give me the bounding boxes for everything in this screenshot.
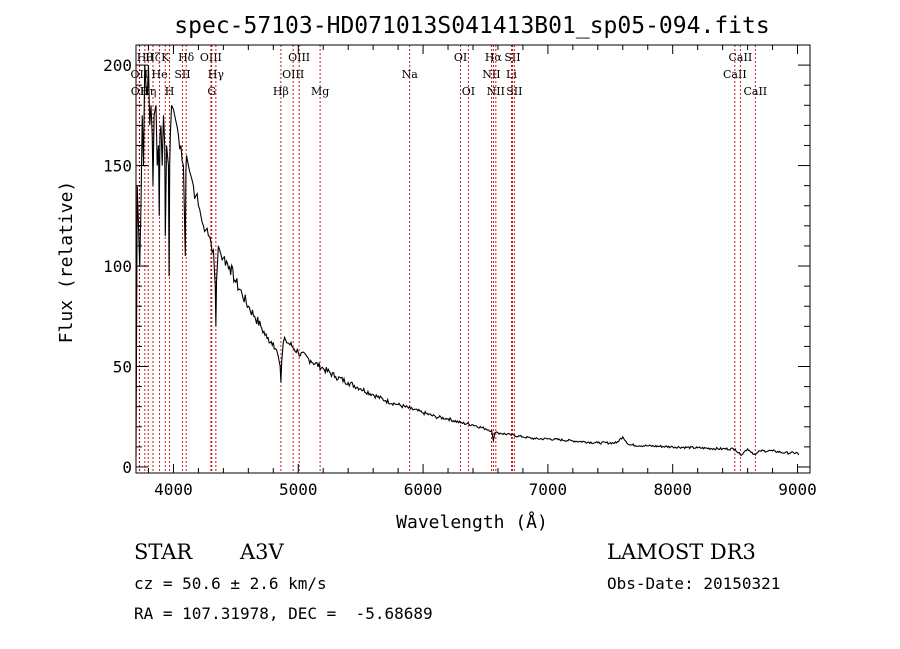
x-axis-label: Wavelength (Å) xyxy=(396,511,548,533)
y-tick-label: 100 xyxy=(103,257,132,276)
spectrum-line xyxy=(135,65,800,457)
object-class: STAR xyxy=(134,540,193,564)
spectral-line-label: Hη xyxy=(140,85,156,98)
axes: 4000 5000 6000 7000 8000 9000 0 50 100 150 200 xyxy=(103,44,817,499)
spectral-line-label: Hβ xyxy=(273,85,289,98)
redshift-cz: cz = 50.6 ± 2.6 km/s xyxy=(134,574,327,593)
spectral-line-label: OIII xyxy=(282,68,304,81)
ra-dec: RA = 107.31978, DEC = -5.68689 xyxy=(134,604,433,623)
plot-frame xyxy=(135,44,811,474)
survey-name: LAMOST DR3 xyxy=(607,540,756,564)
spectral-line-label: Hα xyxy=(485,51,503,64)
spectral-line-label: SII xyxy=(506,85,522,98)
y-tick-label: 200 xyxy=(103,56,132,75)
spectral-line-label: NII xyxy=(482,68,500,81)
object-subclass: A3V xyxy=(240,540,284,564)
spectral-line-label: Hζ xyxy=(145,51,161,64)
x-tick-label: 9000 xyxy=(778,480,817,499)
x-tick-label: 7000 xyxy=(529,480,568,499)
x-tick-label: 8000 xyxy=(653,480,692,499)
y-tick-label: 150 xyxy=(103,157,132,176)
spectral-line-label: H xyxy=(165,85,175,98)
spectral-line-label: OIII xyxy=(288,51,310,64)
spectral-line-label: Hθ xyxy=(137,51,154,64)
y-tick-label: 50 xyxy=(113,358,132,377)
spectral-line-label: OIII xyxy=(200,51,222,64)
spectral-line-label: CaII xyxy=(743,85,767,98)
spectral-line-label: Hδ xyxy=(178,51,195,64)
spectral-line-label: He xyxy=(152,68,168,81)
spectral-line-label: OI xyxy=(462,85,475,98)
spectral-line-label: G xyxy=(207,85,216,98)
spectral-line-label: Na xyxy=(402,68,419,81)
spectral-line-label: NII xyxy=(487,85,505,98)
spectral-line-label: CaII xyxy=(729,51,753,64)
chart-title: spec-57103-HD071013S041413B01_sp05-094.f… xyxy=(174,13,769,39)
spectral-line-label: OI xyxy=(454,51,467,64)
observation-date: Obs-Date: 20150321 xyxy=(607,574,781,593)
spectral-line-label: Hγ xyxy=(208,68,225,81)
x-tick-label: 5000 xyxy=(279,480,318,499)
y-tick-label: 0 xyxy=(122,458,132,477)
spectral-line-label: SII xyxy=(504,51,520,64)
spectral-line-label: SII xyxy=(174,68,190,81)
x-tick-label: 6000 xyxy=(404,480,443,499)
spectral-line-label: K xyxy=(161,51,170,64)
y-axis-label: Flux (relative) xyxy=(56,181,77,344)
x-tick-label: 4000 xyxy=(154,480,193,499)
spectral-line-label: CaII xyxy=(723,68,747,81)
spectral-line-label: Mg xyxy=(311,85,329,98)
spectral-line-label: Li xyxy=(506,68,517,81)
